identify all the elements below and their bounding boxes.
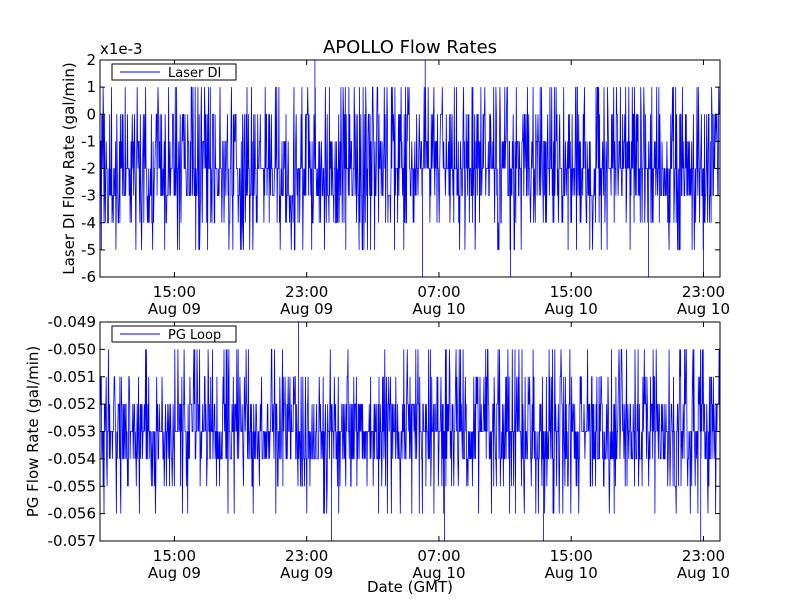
x-tick-label-date: Aug 10 — [545, 300, 598, 318]
legend-label: Laser DI — [168, 66, 221, 81]
x-axis-label: Date (GMT) — [367, 578, 453, 596]
legend-label: PG Loop — [168, 328, 221, 343]
x-tick-label-time: 15:00 — [550, 547, 593, 565]
x-tick-label-date: Aug 09 — [280, 300, 333, 318]
x-tick-label-date: Aug 10 — [412, 564, 465, 582]
x-tick-label-date: Aug 10 — [677, 564, 730, 582]
y-offset-label: x1e-3 — [100, 40, 143, 58]
x-tick-label-date: Aug 09 — [148, 300, 201, 318]
y-tick-label: -0.054 — [48, 450, 96, 468]
y-axis-label: PG Flow Rate (gal/min) — [24, 346, 42, 518]
x-tick-label-date: Aug 10 — [412, 300, 465, 318]
x-tick-label-time: 07:00 — [417, 547, 460, 565]
y-tick-label: -0.049 — [48, 313, 96, 331]
y-tick-label: -3 — [81, 187, 96, 205]
y-tick-label: 1 — [86, 78, 96, 96]
series-line-laser-di — [100, 60, 720, 277]
axes-pg-loop: -0.049 -0.050 -0.051 -0.052 -0.053 -0.054 -0.0… — [24, 313, 730, 582]
x-tick-label-time: 23:00 — [682, 547, 725, 565]
legend-box — [111, 63, 237, 81]
y-axis-label: Laser DI Flow Rate (gal/min) — [60, 62, 78, 274]
x-tick-label-time: 15:00 — [153, 547, 196, 565]
y-tick-label: 0 — [86, 105, 96, 123]
y-tick-label: -2 — [81, 160, 96, 178]
y-tick-label: -0.051 — [48, 368, 96, 386]
x-tick-label-date: Aug 10 — [545, 564, 598, 582]
x-tick-label-time: 23:00 — [682, 283, 725, 301]
x-tick-label-time: 07:00 — [417, 283, 460, 301]
y-tick-label: -0.055 — [48, 477, 96, 495]
x-tick-label-time: 15:00 — [153, 283, 196, 301]
x-tick-label-time: 23:00 — [285, 547, 328, 565]
y-tick-label: -0.057 — [48, 532, 96, 550]
y-tick-label: -4 — [81, 214, 96, 232]
figure-title: APOLLO Flow Rates — [323, 37, 497, 58]
x-tick-label-date: Aug 10 — [677, 300, 730, 318]
x-tick-label-time: 23:00 — [285, 283, 328, 301]
y-tick-label: -5 — [81, 241, 96, 259]
y-tick-label: -0.050 — [48, 340, 96, 358]
y-tick-label: -1 — [81, 132, 96, 150]
y-tick-label: 2 — [86, 51, 96, 69]
y-tick-label: -0.056 — [48, 505, 96, 523]
y-tick-label: -0.052 — [48, 395, 96, 413]
x-tick-label-time: 15:00 — [550, 283, 593, 301]
legend-box — [111, 325, 237, 343]
x-tick-label-date: Aug 09 — [148, 564, 201, 582]
x-tick-label-date: Aug 09 — [280, 564, 333, 582]
y-tick-label: -0.053 — [48, 423, 96, 441]
series-line-pg-loop — [100, 322, 720, 541]
y-tick-label: -6 — [81, 268, 96, 286]
